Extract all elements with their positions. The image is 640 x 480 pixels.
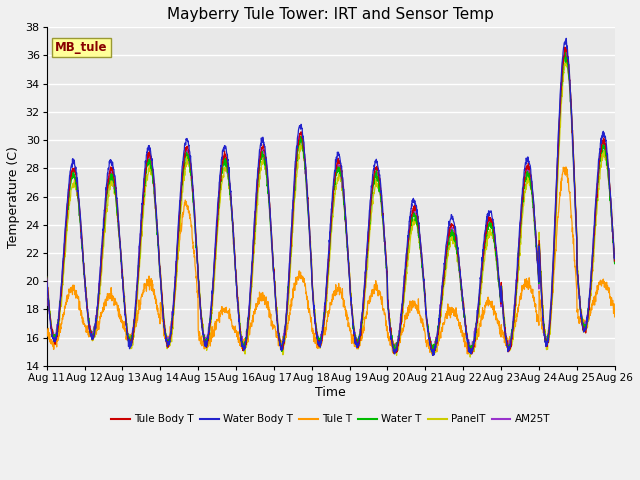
- Title: Mayberry Tule Tower: IRT and Sensor Temp: Mayberry Tule Tower: IRT and Sensor Temp: [167, 7, 494, 22]
- Legend: Tule Body T, Water Body T, Tule T, Water T, PanelT, AM25T: Tule Body T, Water Body T, Tule T, Water…: [107, 410, 554, 429]
- Y-axis label: Temperature (C): Temperature (C): [7, 145, 20, 248]
- Text: MB_tule: MB_tule: [55, 41, 108, 54]
- X-axis label: Time: Time: [316, 385, 346, 399]
